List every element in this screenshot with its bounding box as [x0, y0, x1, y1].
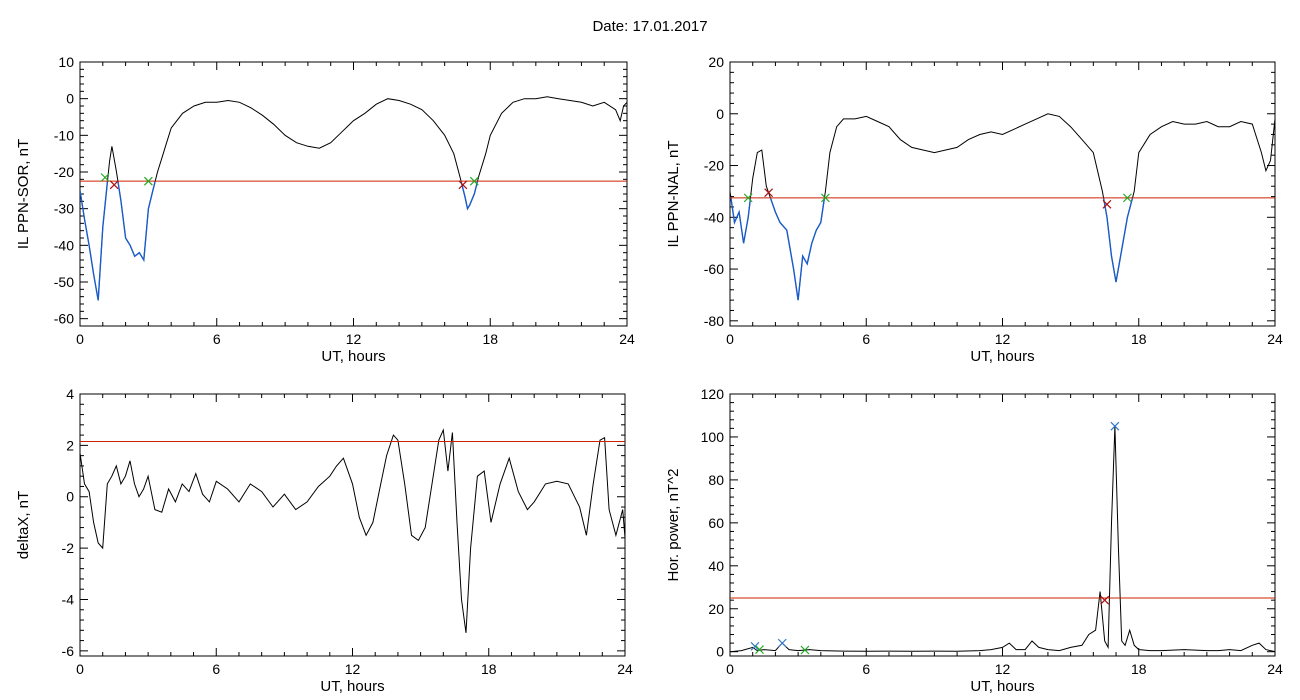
plot-frame: [729, 393, 1276, 657]
x-axis-label: UT, hours: [321, 348, 385, 365]
x-tick-label: 12: [346, 331, 362, 347]
x-tick-label: 12: [995, 661, 1011, 677]
y-tick-label: -6: [62, 643, 75, 659]
x-tick-label: 6: [862, 661, 870, 677]
panel-ppn-nal: 0 6 12 18 24 -80 -60 -40 -20 0 20 UT, hours IL PPN-N…: [665, 54, 1283, 365]
y-tick-label: -40: [704, 209, 724, 225]
x-tick-label: 0: [76, 331, 84, 347]
marker-x: [143, 176, 153, 186]
y-axis-label: IL PPN-SOR, nT: [15, 139, 32, 249]
panel-hor-power: 0 6 12 18 24 0 20 40 60 80 100 120 UT, hours Hor. pow…: [665, 386, 1283, 695]
marker-x: [750, 641, 760, 651]
y-tick-label: 0: [66, 489, 74, 505]
y-tick-label: -10: [54, 127, 74, 143]
plot-frame: [79, 393, 626, 657]
y-axis-label: IL PPN-NAL, nT: [665, 141, 682, 248]
plot-frame: [79, 61, 628, 327]
x-tick-label: 0: [726, 661, 734, 677]
y-tick-label: -60: [704, 261, 724, 277]
y-tick-label: 10: [58, 54, 74, 70]
marker-x: [458, 180, 468, 190]
x-axis-label: UT, hours: [320, 678, 384, 695]
x-axis-label: UT, hours: [970, 348, 1034, 365]
y-tick-label: 2: [66, 437, 74, 453]
page-title: Date: 17.01.2017: [592, 18, 708, 35]
y-tick-label: 0: [66, 91, 74, 107]
y-tick-label: 20: [708, 54, 724, 70]
marker-x: [1102, 199, 1112, 209]
x-tick-label: 24: [617, 661, 633, 677]
y-tick-label: -60: [54, 311, 74, 327]
marker-x: [755, 645, 764, 654]
marker-x: [743, 193, 753, 203]
series-line: [80, 96, 627, 301]
marker-x: [800, 645, 810, 655]
marker-x: [820, 193, 830, 203]
marker-x: [109, 180, 119, 190]
x-tick-label: 24: [619, 331, 635, 347]
series-below-threshold: [730, 197, 1134, 301]
y-tick-label: -80: [704, 313, 724, 329]
plot-frame: [729, 61, 1276, 327]
y-tick-label: 4: [66, 386, 74, 402]
x-tick-label: 6: [213, 331, 221, 347]
x-tick-label: 12: [345, 661, 361, 677]
y-axis-label: Hor. power, nT^2: [665, 469, 682, 582]
y-tick-label: 0: [716, 644, 724, 660]
marker-x: [469, 176, 479, 186]
y-axis-label: deltaX, nT: [15, 491, 32, 559]
y-tick-label: -30: [54, 201, 74, 217]
y-tick-label: -20: [54, 164, 74, 180]
series-below-threshold: [80, 181, 479, 301]
marker-x: [100, 173, 110, 182]
x-tick-label: 6: [862, 331, 870, 347]
y-tick-label: 0: [716, 106, 724, 122]
x-tick-label: 24: [1267, 661, 1283, 677]
y-tick-label: 20: [708, 601, 724, 617]
y-tick-label: 100: [701, 429, 725, 445]
y-tick-label: -40: [54, 237, 74, 253]
y-tick-label: -2: [62, 540, 75, 556]
marker-x: [1122, 193, 1132, 203]
panel-ppn-sor: 0 6 12 18 24 -60 -50 -40 -30 -20 -10 0 10 UT, hours IL…: [15, 54, 635, 365]
y-tick-label: -4: [62, 591, 75, 607]
x-tick-label: 18: [481, 661, 497, 677]
x-tick-label: 24: [1267, 331, 1283, 347]
marker-x: [764, 188, 774, 198]
x-tick-label: 0: [726, 331, 734, 347]
y-tick-label: 40: [708, 558, 724, 574]
x-axis-label: UT, hours: [970, 678, 1034, 695]
y-tick-label: 60: [708, 515, 724, 531]
series-line: [80, 428, 625, 633]
x-tick-label: 18: [482, 331, 498, 347]
x-tick-label: 0: [76, 661, 84, 677]
y-tick-label: -50: [54, 274, 74, 290]
y-tick-label: 80: [708, 472, 724, 488]
y-tick-label: -20: [704, 158, 724, 174]
x-tick-label: 6: [212, 661, 220, 677]
x-tick-label: 12: [995, 331, 1011, 347]
marker-x: [777, 638, 787, 648]
x-tick-label: 18: [1131, 331, 1147, 347]
series-line: [730, 426, 1275, 653]
y-tick-label: 120: [701, 386, 725, 402]
marker-x: [1110, 421, 1120, 431]
x-tick-label: 18: [1131, 661, 1147, 677]
series-line: [730, 113, 1275, 301]
marker-x: [1100, 595, 1110, 605]
